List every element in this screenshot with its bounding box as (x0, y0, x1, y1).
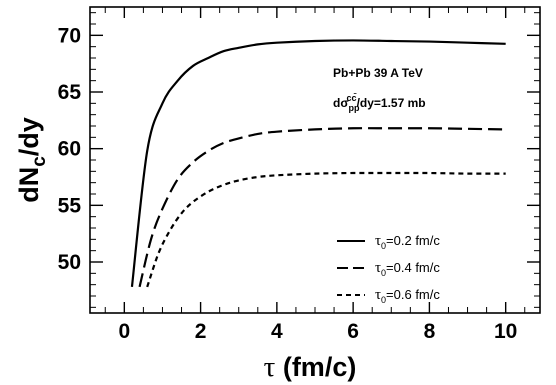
annotation-cross-section: dσppcc̄/dy=1.57 mb (333, 93, 426, 113)
x-tick-label: 10 (494, 320, 517, 343)
x-tick-label: 2 (195, 320, 207, 343)
series-line-3 (146, 171, 506, 288)
legend: τ0=0.2 fm/c τ0=0.4 fm/c τ0=0.6 fm/c (337, 233, 440, 305)
legend-label-1: τ0=0.2 fm/c (375, 233, 440, 251)
legend-label-2: τ0=0.4 fm/c (375, 260, 440, 278)
y-tick-label: 55 (58, 194, 82, 217)
x-axis-title: τ (fm/c) (264, 351, 357, 383)
axis-ticks (90, 7, 540, 313)
plot-frame (89, 6, 541, 314)
y-tick-label: 65 (58, 81, 82, 104)
y-tick-label: 60 (58, 138, 81, 161)
x-tick-labels: 0 2 4 6 8 10 (118, 320, 517, 343)
x-tick-label: 0 (118, 320, 130, 343)
x-tick-label: 6 (347, 320, 359, 343)
series-line-2 (138, 127, 506, 288)
annotation-system: Pb+Pb 39 A TeV (333, 66, 423, 80)
y-tick-label: 70 (58, 24, 81, 47)
x-tick-label: 4 (271, 320, 283, 343)
x-tick-label: 8 (424, 320, 436, 343)
y-tick-label: 50 (58, 251, 81, 274)
series-line-1 (130, 39, 506, 288)
y-tick-labels: 50 55 60 65 70 (58, 24, 82, 274)
y-axis-title: dNc/dy (14, 117, 50, 203)
legend-label-3: τ0=0.6 fm/c (375, 287, 440, 305)
series-lines (130, 39, 506, 288)
